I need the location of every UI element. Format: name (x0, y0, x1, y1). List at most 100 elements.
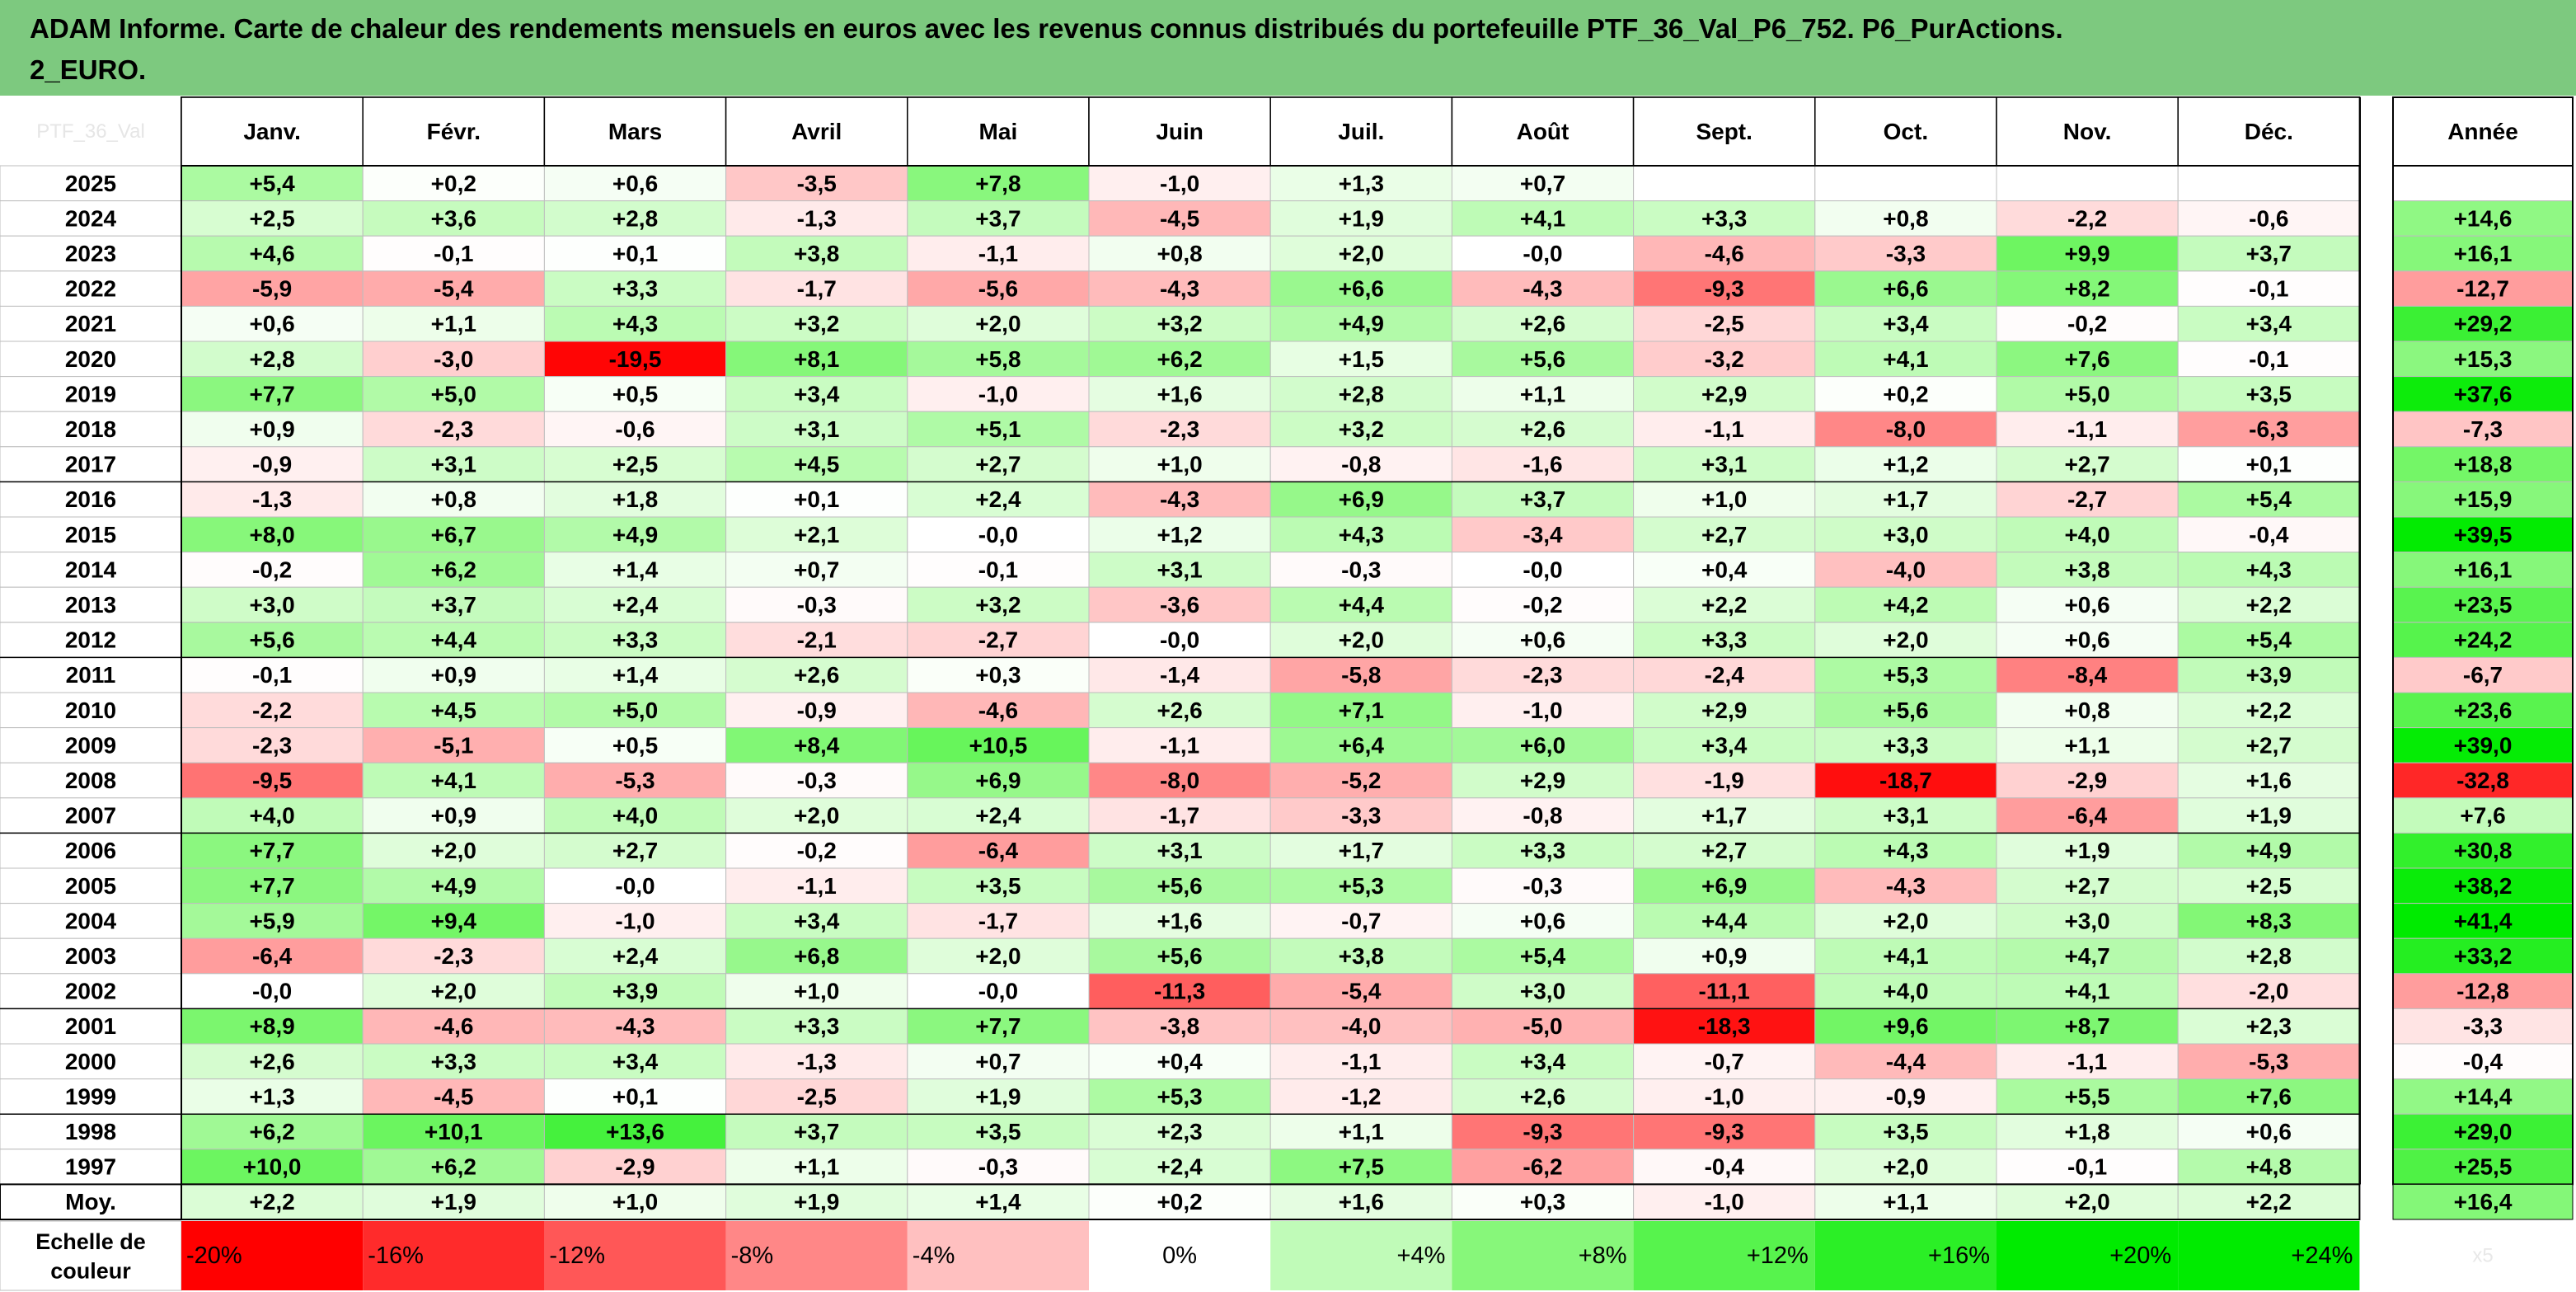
heatmap-cell (1814, 903, 1997, 939)
heatmap-cell (725, 1043, 908, 1080)
heatmap-cell (181, 937, 364, 975)
heatmap-cell (907, 235, 1090, 272)
cell-value: -2,7 (978, 627, 1018, 653)
scale-swatch (1270, 1221, 1452, 1290)
cell-value: -1,1 (797, 873, 837, 899)
cell-value: -4,6 (1705, 241, 1744, 266)
cell-value: +1,6 (2246, 768, 2292, 793)
cell-value: +3,0 (249, 592, 294, 618)
cell-value: +2,3 (1157, 1119, 1202, 1144)
cell-value: +3,2 (794, 311, 839, 336)
heatmap-cell (543, 376, 727, 412)
cell-value: +0,2 (431, 171, 476, 196)
heatmap-cell (362, 305, 545, 342)
scale-step-label: +12% (1747, 1243, 1809, 1269)
cell-value: +0,9 (1701, 943, 1747, 969)
cell-value: +1,0 (1157, 452, 1202, 477)
cell-value: +2,6 (1520, 311, 1565, 336)
cell-value: +4,9 (431, 873, 476, 899)
scale-step-label: -20% (186, 1243, 242, 1269)
cell-value: +0,8 (2064, 698, 2109, 723)
annual-value: +37,6 (2454, 381, 2513, 406)
cell-value: +2,0 (1339, 627, 1384, 653)
heatmap-cell (543, 481, 727, 518)
row-2003: 2003 -6,4 -2,3 +2,4 +6,8 +2,0 +5,6 +3,8 +5,4 +0,9… (0, 937, 2574, 975)
cell-value: +1,7 (1701, 803, 1747, 829)
cell-value: -4,5 (434, 1083, 473, 1109)
header-row: PTF_36_Val Janv. Févr. Mars Avril Mai Juin Juil… (36, 96, 2574, 167)
cell-value: +2,0 (1339, 241, 1384, 266)
year-label: 2023 (65, 241, 116, 266)
heatmap-cell (362, 552, 545, 588)
heatmap-cell (1814, 341, 1997, 378)
column-header-cell (725, 96, 908, 167)
heatmap-cell (2177, 1149, 2360, 1185)
cell-value: +2,1 (794, 522, 839, 547)
cell-value: -1,1 (2067, 1049, 2107, 1074)
heatmap-cell (1451, 727, 1635, 763)
heatmap-cell (1996, 1008, 2179, 1045)
cell-value: -0,0 (978, 979, 1018, 1004)
cell-value: -4,0 (1341, 1013, 1381, 1039)
cell-value: +3,3 (794, 1013, 839, 1039)
cell-value: +3,5 (1883, 1119, 1928, 1144)
year-cell (0, 832, 182, 869)
cell-value: +3,4 (2246, 311, 2292, 336)
average-cell (1633, 1183, 1816, 1220)
cell-value: +5,6 (1520, 346, 1565, 372)
heatmap-cell (725, 165, 908, 202)
heatmap-cell (1451, 1078, 1635, 1115)
column-header-cell (2177, 96, 2361, 167)
column-header-cell (1996, 96, 2179, 167)
heatmap-cell (362, 832, 545, 869)
cell-value: -9,5 (252, 768, 292, 793)
cell-value: +1,1 (794, 1154, 839, 1180)
cell-value: +3,2 (975, 592, 1021, 618)
heatmap-cell (1814, 692, 1997, 729)
heatmap-cell (1633, 692, 1816, 729)
annual-cell (2392, 692, 2574, 729)
cell-value: +4,3 (1339, 522, 1384, 547)
cell-value: -1,0 (978, 381, 1018, 406)
row-2022: 2022 -5,9 -5,4 +3,3 -1,7 -5,6 -4,3 +6,6 -4,3 -9,3… (0, 270, 2574, 307)
cell-value: +2,2 (1701, 592, 1747, 618)
heatmap-cell (543, 762, 727, 799)
cell-value: +5,0 (2064, 381, 2109, 406)
cell-value: -2,3 (252, 732, 292, 758)
heatmap-cell (1088, 235, 1271, 272)
heatmap-cell (1814, 305, 1997, 342)
cell-value: -1,1 (1705, 416, 1744, 442)
year-label: 2020 (65, 346, 116, 372)
heatmap-cell (362, 1008, 545, 1045)
cell-value: +10,1 (425, 1119, 483, 1144)
heatmap-cell (362, 235, 545, 272)
cell-value: +7,6 (2064, 346, 2109, 372)
cell-value: -1,7 (1160, 803, 1199, 829)
year-cell (0, 165, 182, 202)
cell-value: +5,1 (975, 416, 1021, 442)
cell-value: +2,7 (975, 452, 1021, 477)
cell-value: +0,6 (612, 171, 658, 196)
cell-value: +1,3 (1339, 171, 1384, 196)
year-label: 2022 (65, 276, 116, 302)
heatmap-cell (362, 1043, 545, 1080)
annual-cell (2392, 622, 2574, 658)
cell-value: -0,7 (1341, 908, 1381, 933)
row-2007: 2007 +4,0 +0,9 +4,0 +2,0 +2,4 -1,7 -3,3 -0,8 +1,7… (0, 797, 2574, 834)
cell-value: +1,1 (2064, 732, 2109, 758)
year-label: 2002 (65, 979, 116, 1004)
cell-value: +3,5 (975, 873, 1021, 899)
cell-value: -5,3 (2249, 1049, 2288, 1074)
heatmap-cell (1451, 797, 1635, 834)
average-value: +1,0 (612, 1189, 658, 1214)
cell-value: +3,2 (1339, 416, 1384, 442)
cell-value: +9,6 (1883, 1013, 1928, 1039)
heatmap-cell (725, 305, 908, 342)
heatmap-cell (1633, 376, 1816, 412)
cell-value: +7,7 (249, 873, 294, 899)
cell-value: -0,6 (2249, 205, 2288, 231)
year-cell (0, 1078, 182, 1115)
cell-value: +2,5 (612, 452, 658, 477)
cell-value: -1,4 (1160, 662, 1200, 688)
cell-value: +1,1 (1339, 1119, 1384, 1144)
